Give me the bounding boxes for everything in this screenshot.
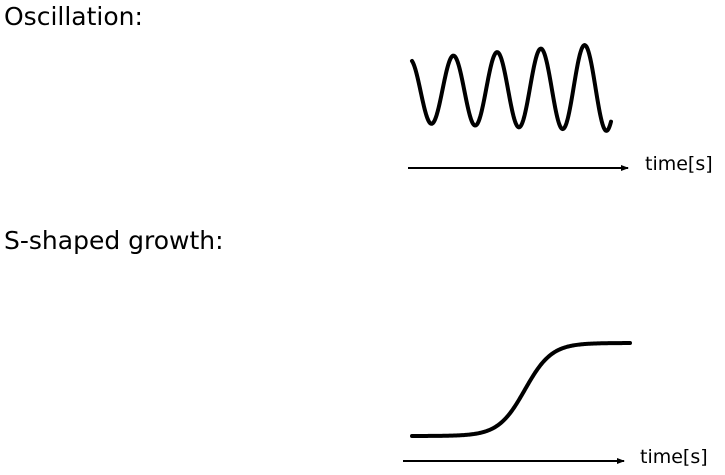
oscillation-curve (410, 43, 613, 133)
s-shaped-growth-curve (410, 341, 632, 438)
s-shaped-growth-title: S-shaped growth: (4, 226, 224, 255)
oscillation-axis-label: time[s] (645, 153, 713, 175)
s-shaped-growth-axis-label: time[s] (640, 446, 708, 468)
oscillation-title: Oscillation: (4, 2, 143, 31)
